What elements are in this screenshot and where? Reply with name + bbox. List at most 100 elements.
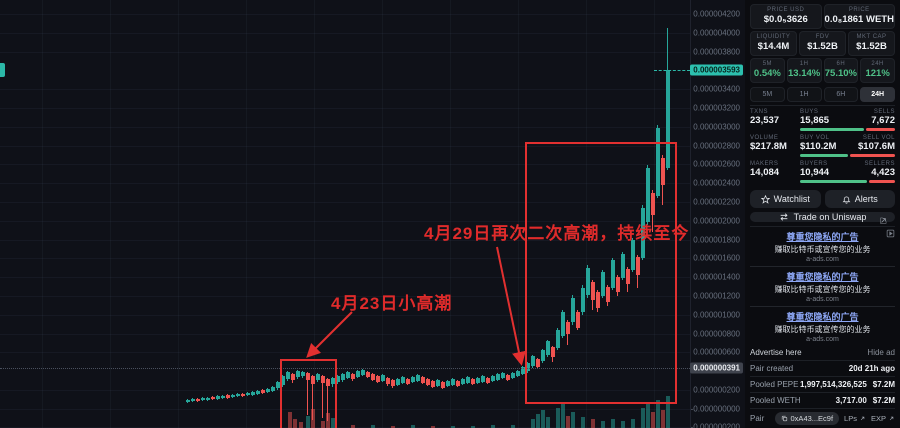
volume-bar	[631, 419, 635, 428]
grid-line	[0, 240, 690, 241]
watchlist-button[interactable]: Watchlist	[750, 190, 821, 208]
adchoices-icon[interactable]	[886, 229, 895, 238]
external-link-icon	[860, 416, 865, 421]
grid-line	[586, 0, 587, 428]
mktcap-cell: MKT CAP $1.52B	[848, 31, 895, 56]
grid-line	[0, 146, 690, 147]
candle-body	[546, 341, 550, 355]
volume-label: VOLUME	[750, 135, 779, 141]
change-5m-cell[interactable]: 5M 0.54%	[750, 58, 785, 83]
candle-body	[211, 397, 215, 399]
candle-body	[491, 376, 495, 381]
pooled-weth-label: Pooled WETH	[750, 396, 801, 405]
price-usd-value: $0.0₅3626	[763, 14, 808, 25]
candle-body	[381, 375, 385, 381]
grid-line	[0, 89, 690, 90]
exp-link[interactable]: EXP	[871, 414, 895, 423]
grid-line	[42, 0, 43, 428]
timeframe-24h-button[interactable]: 24H	[860, 87, 895, 102]
pooled-pepe-row: Pooled PEPE 1,997,514,326,525 $7.2M	[750, 376, 895, 392]
ad-3-description: 赚取比特币或宣传您的业务	[774, 325, 871, 334]
candle-body	[521, 367, 525, 374]
candlestick-chart[interactable]: 4月23日小高潮 4月29日再次二次高潮，持续至今 0.000003593 0.…	[0, 0, 745, 428]
alerts-label: Alerts	[854, 194, 878, 204]
candle-body	[376, 376, 380, 382]
ad-1-title-link[interactable]: 尊重您隐私的广告	[786, 232, 859, 242]
candle-body	[356, 371, 360, 377]
trading-stats: TXNS 23,537 BUYS SELLS 15,865 7,672 VOLU…	[750, 105, 895, 187]
alerts-button[interactable]: Alerts	[824, 190, 895, 208]
candle-body	[446, 381, 450, 386]
ad-3-title-link[interactable]: 尊重您隐私的广告	[786, 312, 859, 322]
candle-body	[416, 375, 420, 381]
hide-ad-link[interactable]: Hide ad	[867, 348, 895, 357]
volume-bar	[546, 417, 550, 428]
liquidity-value: $14.4M	[757, 41, 790, 52]
liquidity-label: LIQUIDITY	[756, 34, 791, 40]
ad-1-site: a-ads.com	[806, 256, 839, 263]
price-axis-label: 0.000001200	[693, 291, 740, 301]
timeframe-5m-button[interactable]: 5M	[750, 87, 785, 102]
pair-created-value: 20d 21h ago	[848, 364, 895, 373]
grid-line	[0, 221, 690, 222]
candle-body	[326, 379, 330, 386]
volume-bar	[581, 417, 585, 428]
price-axis-label: 0.000003200	[693, 103, 740, 113]
candle-body	[421, 377, 425, 383]
grid-line	[0, 52, 690, 53]
candle-body	[341, 374, 345, 380]
candle-body	[276, 382, 280, 388]
grid-line	[110, 0, 111, 428]
buys-sells-bar	[800, 128, 895, 131]
candle-body	[236, 394, 240, 396]
volume-bar	[311, 409, 315, 428]
pair-address-button[interactable]: 0xA43...Ec9f	[774, 412, 840, 425]
candle-body	[496, 374, 500, 380]
ad-2-title-link[interactable]: 尊重您隐私的广告	[786, 272, 859, 282]
candle-body	[591, 282, 595, 300]
volume-bar	[646, 402, 650, 428]
candle-body	[286, 372, 290, 379]
volume-bar	[326, 413, 330, 428]
buy-sell-vol-bar	[800, 154, 895, 157]
pooled-weth-row: Pooled WETH 3,717.00 $7.2M	[750, 392, 895, 408]
change-24h-cell[interactable]: 24H 121%	[860, 58, 895, 83]
volume-bar	[451, 426, 455, 428]
advertise-here-link[interactable]: Advertise here	[750, 348, 802, 357]
ad-2-site: a-ads.com	[806, 296, 839, 303]
trade-on-uniswap-button[interactable]: Trade on Uniswap	[750, 212, 895, 224]
volume-bar	[371, 425, 375, 428]
sells-label: SELLS	[873, 109, 895, 115]
change-6h-cell[interactable]: 6H 75.10%	[823, 58, 859, 83]
candle-body	[576, 312, 580, 328]
change-24h-value: 121%	[865, 68, 890, 79]
txns-label: TXNS	[750, 109, 769, 115]
base-price-line	[0, 368, 690, 369]
candle-body	[396, 379, 400, 385]
volume-bar	[651, 412, 655, 428]
candle-body	[556, 330, 560, 348]
change-1h-cell[interactable]: 1H 13.14%	[786, 58, 822, 83]
sells-value: 7,672	[871, 115, 895, 126]
grid-line	[0, 258, 690, 259]
candle-body	[301, 372, 305, 376]
candle-wick	[312, 375, 313, 420]
candle-body	[431, 381, 435, 387]
external-link-icon	[889, 416, 894, 421]
volume-bar	[661, 410, 665, 428]
volume-bar	[491, 425, 495, 428]
ad-block-3: 尊重您隐私的广告 赚取比特币或宣传您的业务 a-ads.com	[750, 310, 895, 343]
timeframe-1h-button[interactable]: 1H	[786, 87, 822, 102]
grid-line	[382, 0, 383, 428]
candle-body	[426, 379, 430, 385]
price-axis[interactable]: 0.000003593 0.000000391 0.000004200 0.000…	[690, 0, 745, 428]
volume-bar	[556, 408, 560, 428]
candle-body	[406, 379, 410, 384]
price-axis-label: 0.000000600	[693, 347, 740, 357]
lps-link[interactable]: LPs	[844, 414, 866, 423]
grid-line	[0, 202, 690, 203]
external-link-icon	[880, 217, 887, 224]
timeframe-6h-button[interactable]: 6H	[823, 87, 859, 102]
price-axis-label: 0.000000800	[693, 329, 740, 339]
candle-body	[361, 370, 365, 375]
